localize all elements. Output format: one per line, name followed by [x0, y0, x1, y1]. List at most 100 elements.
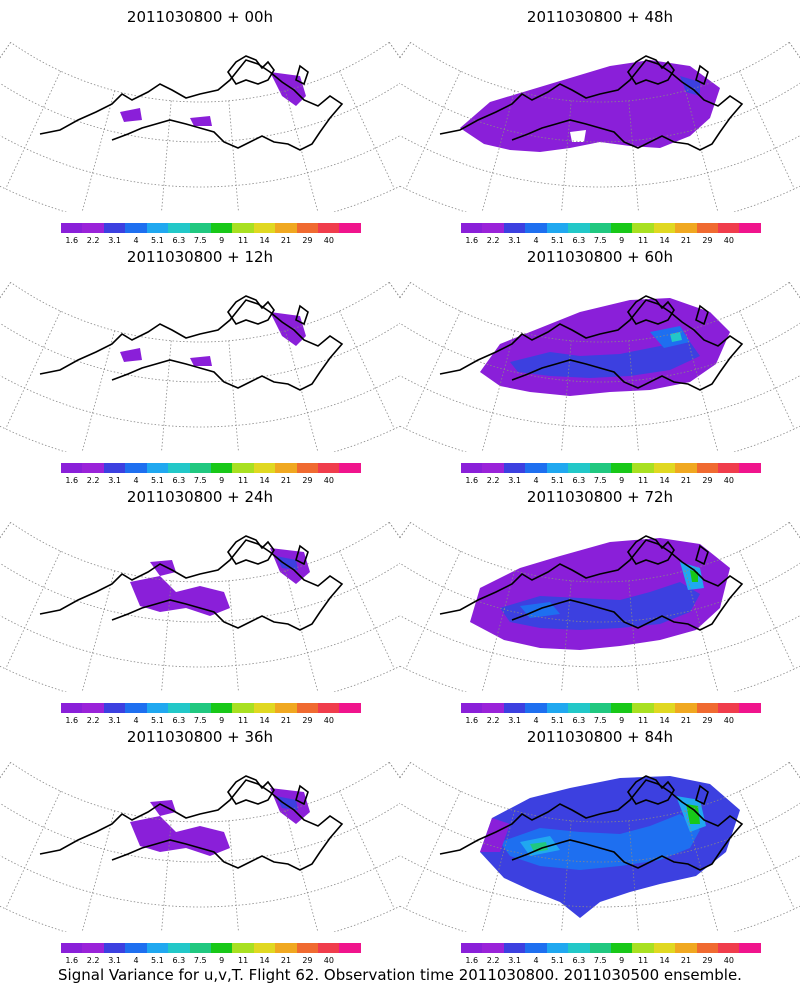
- map-panel: 2011030800 + 12h 1.6 2.2 3.1 4 5.1 6.3 7.5 9 11 14…: [0, 240, 400, 485]
- colorbar: [461, 943, 761, 953]
- meridian-gridline: [628, 100, 639, 212]
- colorbar-swatch: [318, 463, 340, 473]
- colorbar-swatch: [253, 703, 276, 713]
- panel-title: 2011030800 + 84h: [526, 728, 674, 746]
- colorbar-tick-label: 6.3: [172, 236, 186, 245]
- coastline: [39, 299, 344, 391]
- colorbar-swatch: [610, 943, 633, 953]
- colorbar-swatch: [189, 703, 211, 713]
- colorbar-swatch: [696, 463, 719, 473]
- meridian-gridline: [161, 100, 172, 212]
- colorbar-swatch: [696, 703, 719, 713]
- meridian-gridline: [561, 580, 572, 692]
- variance-area: [500, 814, 700, 870]
- colorbar-tick-label: 4: [133, 956, 139, 965]
- coastline: [39, 59, 344, 151]
- meridian-gridline: [788, 42, 800, 59]
- colorbar-tick-label: 14: [659, 236, 670, 245]
- colorbar: [61, 943, 361, 953]
- colorbar-swatch: [318, 943, 340, 953]
- latitude-gridline: [410, 41, 790, 103]
- meridian-gridline: [81, 90, 115, 212]
- variance-area: [570, 130, 586, 142]
- meridian-gridline: [788, 762, 800, 779]
- colorbar-swatch: [210, 703, 233, 713]
- colorbar-tick-label: 21: [280, 236, 292, 245]
- island-coastline: [627, 535, 709, 566]
- meridian-gridline: [739, 310, 795, 430]
- colorbar-tick-label: 4: [133, 476, 139, 485]
- colorbar-swatch: [103, 703, 126, 713]
- colorbar-tick-label: 4: [133, 716, 139, 725]
- variance-area: [120, 348, 142, 362]
- colorbar-tick-label: 6.3: [172, 716, 186, 725]
- panel-title: 2011030800 + 24h: [126, 488, 274, 506]
- meridian-gridline: [788, 522, 800, 539]
- colorbar-tick-label: 40: [723, 236, 734, 245]
- meridian-gridline: [81, 570, 115, 692]
- variance-area: [130, 816, 230, 856]
- meridian-gridline: [5, 550, 61, 670]
- latitude-gridline: [400, 425, 800, 452]
- variance-area: [150, 800, 176, 816]
- colorbar-tick-label: 1.6: [65, 956, 79, 965]
- colorbar-tick-label: 9: [619, 956, 625, 965]
- colorbar-swatch: [146, 463, 169, 473]
- colorbar-swatch: [210, 223, 233, 233]
- colorbar-tick-label: 40: [323, 236, 334, 245]
- map-edge: [400, 762, 412, 779]
- meridian-gridline: [0, 522, 12, 539]
- panel-title: 2011030800 + 48h: [526, 8, 674, 26]
- colorbar-swatch: [632, 223, 654, 233]
- colorbar-swatch: [675, 703, 697, 713]
- colorbar-swatch: [739, 223, 761, 233]
- colorbar-swatch: [718, 463, 740, 473]
- latitude-gridline: [400, 135, 800, 188]
- coastline: [39, 539, 344, 631]
- meridian-gridline: [405, 70, 461, 190]
- colorbar-swatch: [82, 703, 104, 713]
- map-edge: [0, 42, 12, 59]
- colorbar-tick-label: 7.5: [193, 476, 207, 485]
- colorbar-swatch: [653, 463, 676, 473]
- latitude-gridline: [400, 375, 800, 428]
- colorbar-tick-label: 4: [533, 716, 539, 725]
- variance-area: [670, 332, 682, 342]
- colorbar-swatch: [146, 943, 169, 953]
- map-edge: [788, 522, 800, 539]
- variance-area: [480, 818, 510, 852]
- meridian-gridline: [339, 70, 395, 190]
- meridian-gridline: [285, 330, 319, 452]
- latitude-gridline: [400, 185, 800, 212]
- colorbar-swatch: [675, 223, 697, 233]
- meridian-gridline: [788, 282, 800, 299]
- colorbar-tick-label: 21: [680, 716, 692, 725]
- colorbar-swatch: [525, 223, 547, 233]
- colorbar-tick-label: 3.1: [108, 236, 121, 245]
- coastline: [439, 779, 744, 871]
- colorbar-swatch: [82, 463, 104, 473]
- meridian-gridline: [0, 762, 12, 779]
- map-panel: 2011030800 + 72h 1.6 2.2 3.1 4 5.1 6.3 7.5 9 11 14…: [400, 480, 800, 725]
- meridian-gridline: [339, 310, 395, 430]
- colorbar-swatch: [146, 703, 169, 713]
- colorbar-swatch: [339, 703, 361, 713]
- map-panel: 2011030800 + 84h 1.6 2.2 3.1 4 5.1 6.3 7.5 9 11 14…: [400, 720, 800, 965]
- colorbar-tick-label: 6.3: [572, 716, 586, 725]
- map-edge: [0, 762, 12, 779]
- panel-title: 2011030800 + 00h: [126, 8, 274, 26]
- meridian-gridline: [81, 810, 115, 932]
- colorbar-swatch: [632, 943, 654, 953]
- variance-area: [510, 342, 700, 378]
- latitude-gridline: [10, 521, 390, 583]
- colorbar-tick-label: 40: [723, 716, 734, 725]
- colorbar-tick-label: 40: [323, 956, 334, 965]
- colorbar-swatch: [275, 943, 297, 953]
- colorbar-swatch: [168, 703, 190, 713]
- meridian-gridline: [400, 282, 412, 299]
- meridian-gridline: [405, 550, 461, 670]
- meridian-gridline: [405, 790, 461, 910]
- colorbar-tick-label: 6.3: [572, 236, 586, 245]
- meridian-gridline: [5, 790, 61, 910]
- variance-area: [190, 116, 212, 126]
